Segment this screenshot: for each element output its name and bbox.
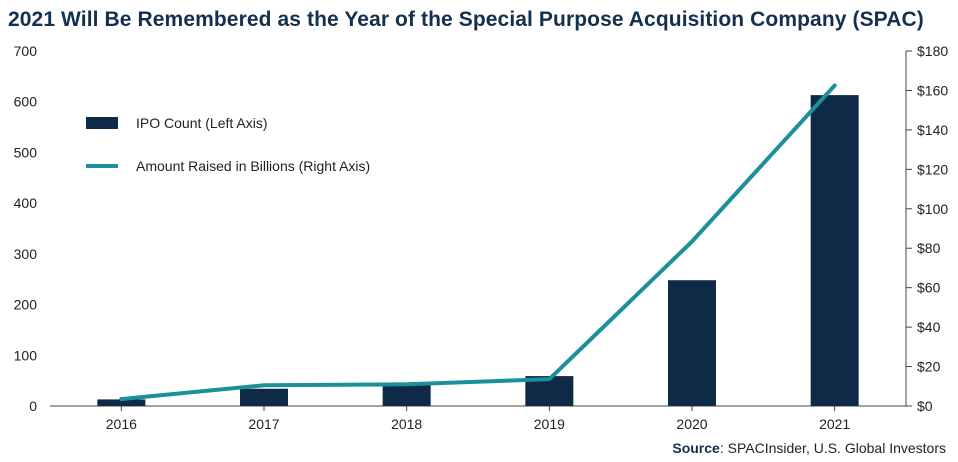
x-tick-label: 2019 (534, 416, 565, 432)
left-tick-label: 700 (14, 43, 38, 59)
legend-swatch-bar (86, 117, 118, 129)
legend-label-bar: IPO Count (Left Axis) (136, 115, 268, 131)
left-tick-label: 300 (14, 246, 38, 262)
chart-title: 2021 Will Be Remembered as the Year of t… (8, 8, 924, 31)
bar-2020 (668, 280, 716, 406)
right-tick-label: $20 (917, 359, 941, 375)
axes: 0 100 200 300 400 500 600 700 $0 $20 $40 $60 $80 $100… (14, 43, 949, 432)
legend: IPO Count (Left Axis) Amount Raised in Bi… (86, 115, 370, 174)
amount-raised-line (119, 83, 837, 402)
left-tick-label: 200 (14, 297, 38, 313)
right-tick-label: $180 (917, 43, 948, 59)
right-tick-label: $60 (917, 280, 941, 296)
source-text: : SPACInsider, U.S. Global Investors (719, 440, 946, 456)
bar-2017 (240, 388, 288, 406)
right-tick-label: $40 (917, 319, 941, 335)
bar-2016 (97, 399, 146, 406)
left-tick-label: 500 (14, 144, 38, 160)
bar-2021 (810, 95, 859, 406)
left-tick-label: 0 (29, 398, 37, 414)
source-note: Source: SPACInsider, U.S. Global Investo… (672, 440, 946, 456)
legend-label-line: Amount Raised in Billions (Right Axis) (136, 158, 370, 174)
x-tick-label: 2021 (819, 416, 850, 432)
x-tick-label: 2016 (106, 416, 137, 432)
x-tick-label: 2020 (676, 416, 707, 432)
right-tick-label: $100 (917, 201, 948, 217)
x-tick-label: 2017 (248, 416, 279, 432)
right-tick-label: $120 (917, 161, 948, 177)
left-tick-label: 600 (14, 94, 38, 110)
x-tick-label: 2018 (391, 416, 422, 432)
right-tick-label: $0 (917, 398, 933, 414)
right-tick-label: $80 (917, 240, 941, 256)
line-series (119, 83, 837, 402)
right-tick-label: $160 (917, 82, 948, 98)
bar-2018 (382, 382, 431, 406)
bars (97, 95, 859, 406)
left-tick-label: 100 (14, 347, 38, 363)
right-tick-label: $140 (917, 122, 948, 138)
source-label: Source (672, 440, 720, 456)
left-tick-label: 400 (14, 195, 38, 211)
